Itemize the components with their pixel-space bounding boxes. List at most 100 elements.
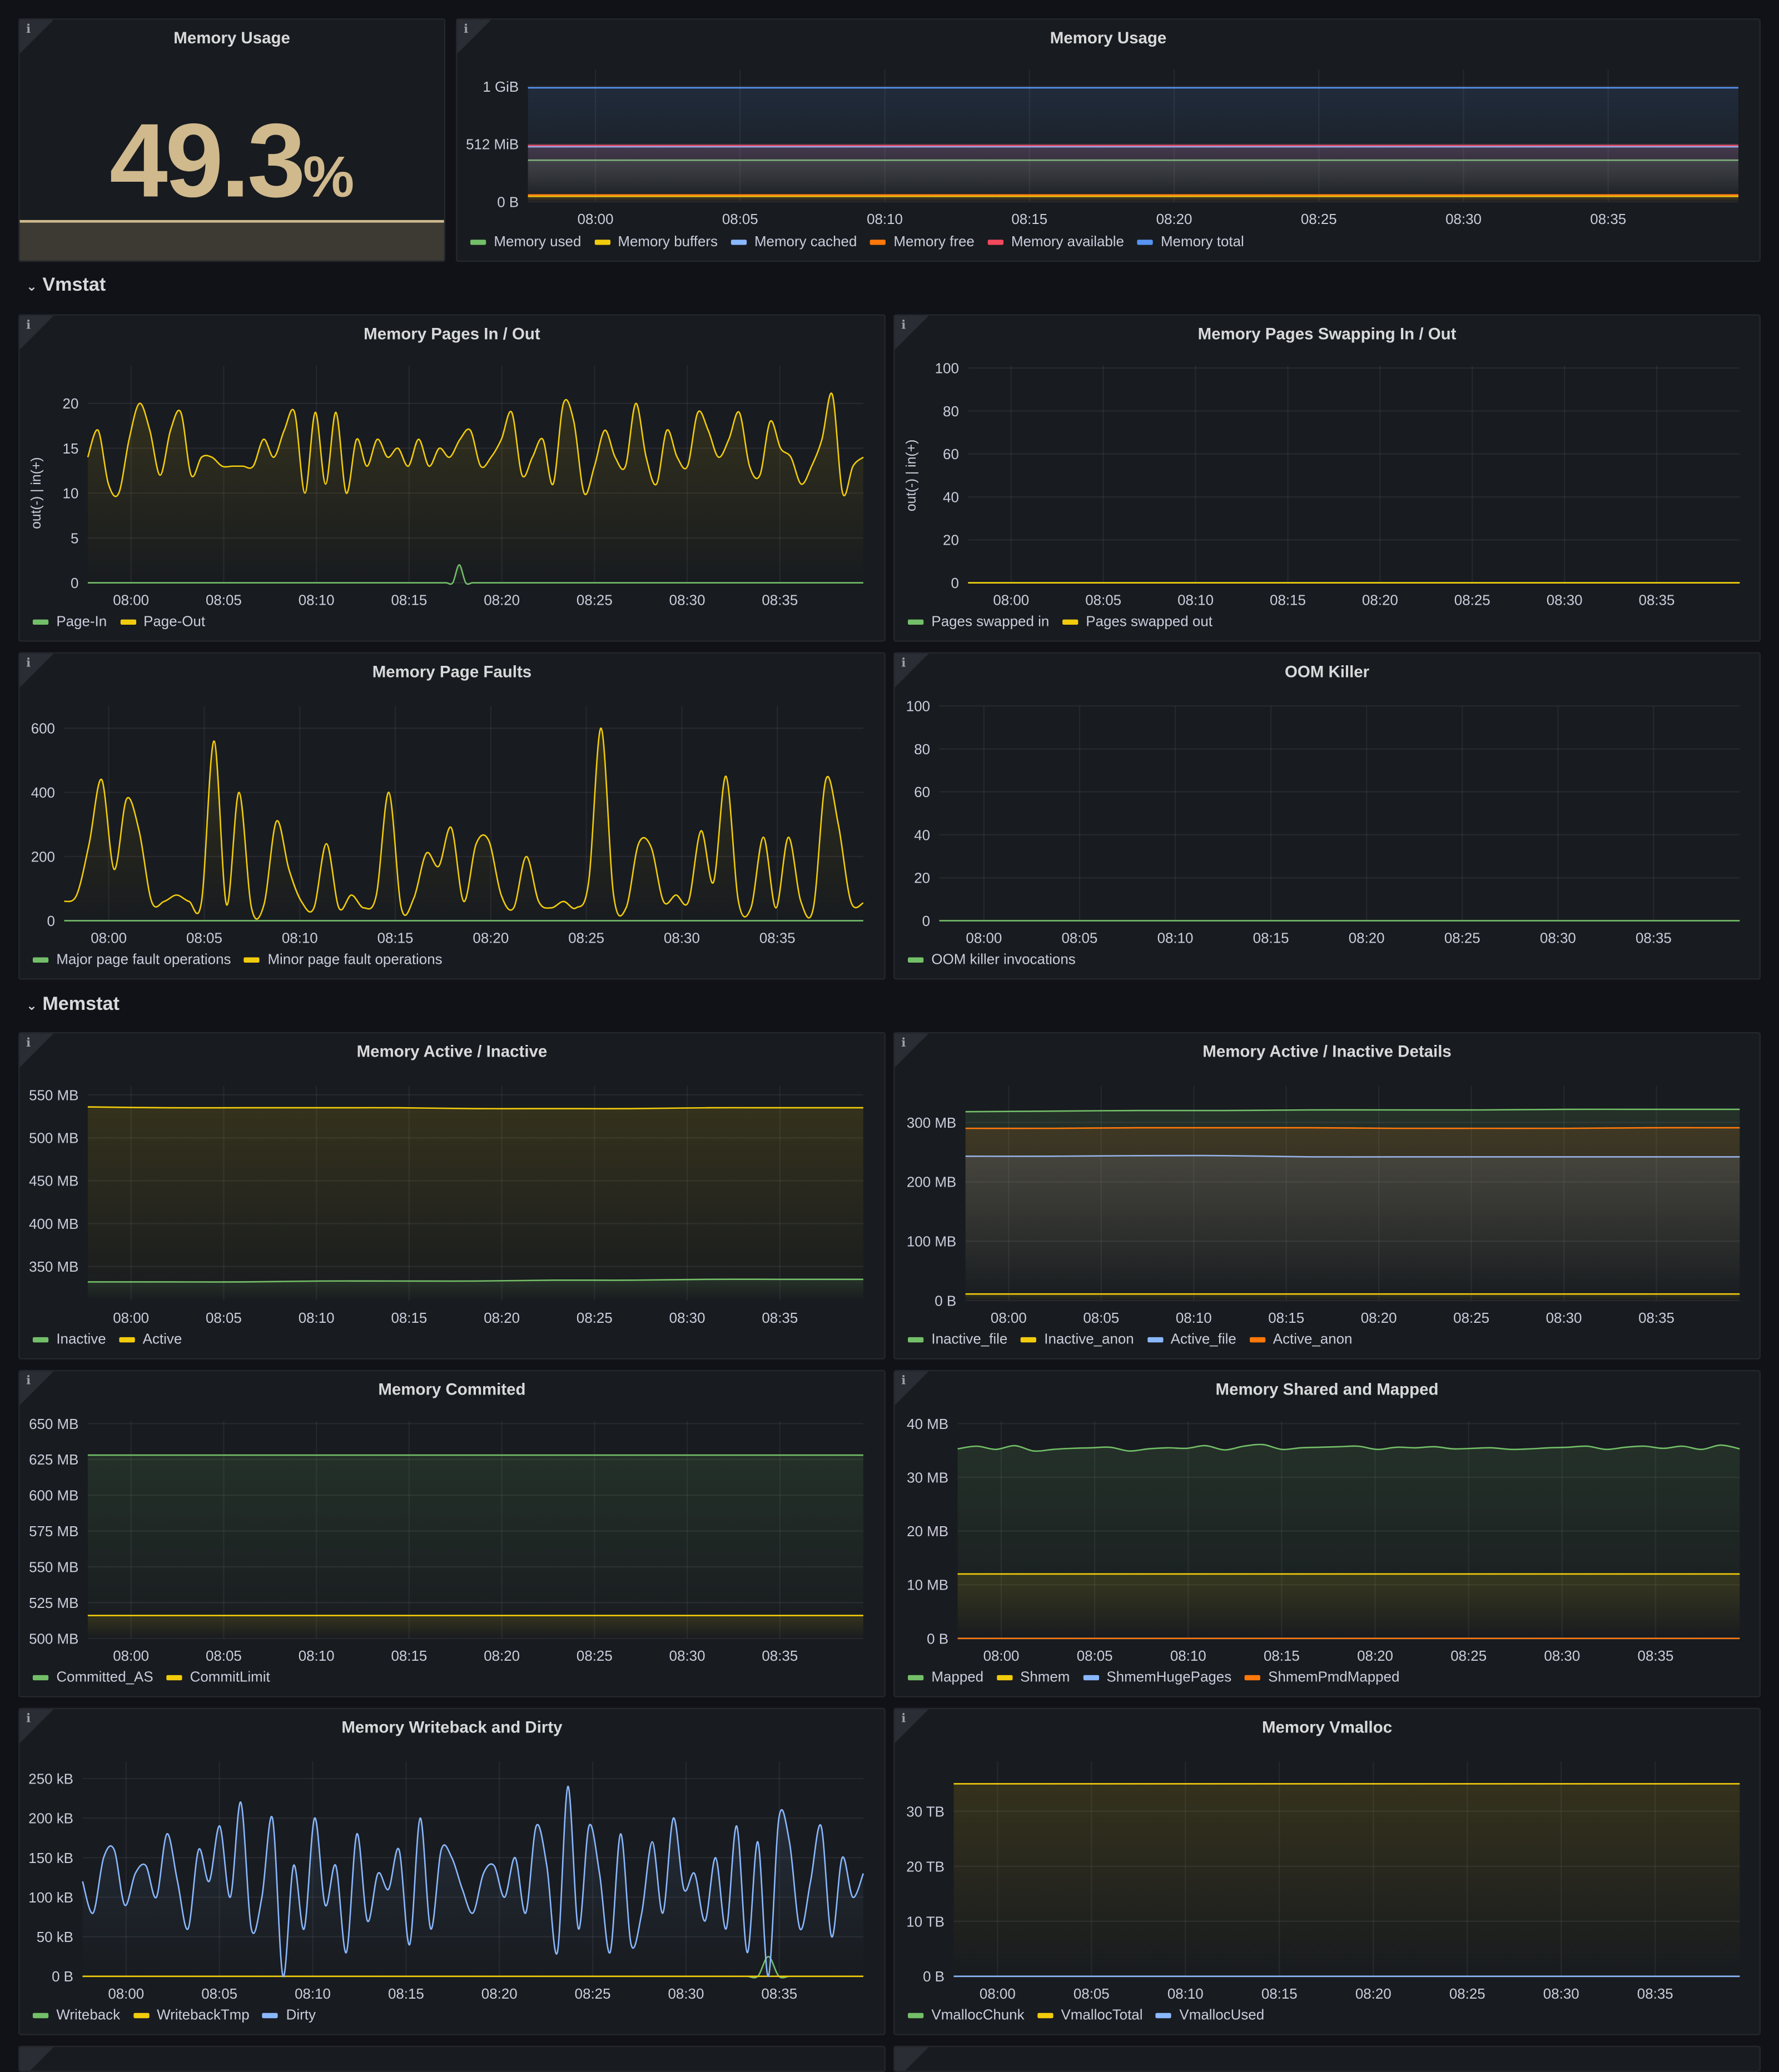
x-tick-label: 08:15: [1011, 212, 1047, 227]
info-icon[interactable]: i: [901, 657, 906, 671]
y-tick-label: 100 MB: [907, 1234, 956, 1250]
series-area: [87, 1455, 863, 1638]
x-tick-label: 08:35: [1590, 212, 1626, 227]
legend-item[interactable]: Dirty: [262, 2008, 316, 2024]
legend-item[interactable]: Memory total: [1137, 235, 1244, 250]
memory-writeback-dirty-panel[interactable]: i Memory Writeback and Dirty 0 B 50 kB 100 k…: [18, 1707, 886, 2035]
legend-item[interactable]: Memory buffers: [594, 235, 718, 250]
legend-item[interactable]: Memory available: [987, 235, 1124, 250]
legend-label: Memory cached: [754, 234, 857, 251]
legend-item[interactable]: Page-Out: [120, 614, 205, 630]
legend-label: Memory used: [494, 234, 582, 251]
legend-item[interactable]: Inactive_file: [907, 1332, 1007, 1348]
legend-item[interactable]: Minor page fault operations: [244, 952, 443, 968]
panel-info-corner: [19, 1371, 54, 1406]
memory-active-inactive-details-panel[interactable]: i Memory Active / Inactive Details 0 B 100 …: [893, 1032, 1761, 1359]
y-tick-label: 0 B: [935, 1293, 956, 1309]
legend-item[interactable]: Committed_AS: [32, 1670, 153, 1686]
section-title: Vmstat: [42, 275, 106, 296]
panel-title: Memory Shared and Mapped: [1215, 1380, 1439, 1399]
y-tick-label: 20 TB: [906, 1859, 945, 1875]
x-tick-label: 08:15: [391, 1311, 427, 1326]
legend-item[interactable]: Active_anon: [1249, 1332, 1352, 1348]
y-tick-label: 0 B: [927, 1631, 948, 1647]
legend-label: Active: [142, 1332, 182, 1348]
chart-svg: 500 MB 525 MB 550 MB 575 MB 600 MB 625 MB 650 …: [29, 1417, 863, 1664]
x-tick-label: 08:25: [1454, 593, 1490, 609]
y-tick-label: 20: [63, 396, 79, 412]
memory-usage-graph-panel[interactable]: i Memory Usage 0 B 512 MiB 1 GiB 08:00 08:05 08…: [456, 18, 1761, 262]
chart-svg: 0 200 400 600 08:00 08:05 08:10 08:15 08:20 08:25…: [31, 706, 864, 947]
y-tick-label: 500 MB: [29, 1131, 78, 1147]
y-tick-label: 600 MB: [29, 1488, 78, 1504]
panel-title: Memory Vmalloc: [1261, 1718, 1393, 1737]
oom-killer-panel[interactable]: i OOM Killer 0 20 40 60 80 100 08:00 08:05 08:10 08…: [893, 652, 1761, 980]
memory-shared-mapped-panel[interactable]: i Memory Shared and Mapped 0 B 10 MB 20 MB 30…: [893, 1369, 1761, 1697]
info-icon[interactable]: i: [26, 657, 31, 671]
section-memstat[interactable]: ⌄ Memstat: [26, 994, 120, 1015]
memory-active-inactive-panel[interactable]: i Memory Active / Inactive 350 MB 400 MB 450…: [18, 1032, 886, 1359]
info-icon[interactable]: i: [464, 23, 469, 37]
y-tick-label: 650 MB: [29, 1417, 78, 1432]
legend-color-swatch: [731, 240, 747, 245]
section-vmstat[interactable]: ⌄ Vmstat: [26, 275, 106, 296]
legend-item[interactable]: VmallocTotal: [1037, 2008, 1142, 2024]
legend-color-swatch: [907, 619, 924, 625]
legend-label: ShmemPmdMapped: [1268, 1670, 1400, 1686]
legend-item[interactable]: Inactive: [32, 1332, 106, 1348]
x-tick-label: 08:05: [1077, 1648, 1113, 1664]
y-tick-label: 80: [914, 742, 930, 758]
memory-pages-in-out-panel[interactable]: i Memory Pages In / Out 0 5 10 15 20 08:00 08:05…: [18, 314, 886, 642]
legend-item[interactable]: WritebackTmp: [133, 2008, 250, 2024]
legend-item[interactable]: Mapped: [907, 1670, 984, 1686]
legend-item[interactable]: VmallocChunk: [907, 2008, 1025, 2024]
x-tick-label: 08:10: [1177, 593, 1214, 609]
legend-item[interactable]: VmallocUsed: [1156, 2008, 1264, 2024]
legend-label: ShmemHugePages: [1106, 1670, 1232, 1686]
legend-item[interactable]: Active_file: [1147, 1332, 1236, 1348]
info-icon[interactable]: i: [901, 1375, 906, 1388]
legend-color-swatch: [907, 2013, 924, 2019]
info-icon[interactable]: i: [26, 23, 31, 37]
info-icon[interactable]: i: [901, 1037, 906, 1050]
legend-item[interactable]: Active: [119, 1332, 182, 1348]
legend-item[interactable]: Memory used: [470, 235, 581, 250]
legend-item[interactable]: ShmemPmdMapped: [1244, 1670, 1400, 1686]
info-icon[interactable]: i: [26, 319, 31, 333]
info-icon[interactable]: i: [26, 1037, 31, 1050]
memory-committed-panel[interactable]: i Memory Commited 500 MB 525 MB 550 MB 575 MB…: [18, 1369, 886, 1697]
memory-pages-swapping-panel[interactable]: i Memory Pages Swapping In / Out 0 20 40 60 80…: [893, 314, 1761, 642]
chart-svg: 0 B 512 MiB 1 GiB 08:00 08:05 08:10 08:15 08:20…: [466, 69, 1738, 227]
legend-item[interactable]: Inactive_anon: [1020, 1332, 1134, 1348]
legend-label: Mapped: [931, 1670, 984, 1686]
legend-item[interactable]: CommitLimit: [166, 1670, 270, 1686]
legend-item[interactable]: Major page fault operations: [32, 952, 231, 968]
panel-title: Memory Usage: [1050, 28, 1167, 47]
legend-item[interactable]: Pages swapped in: [907, 614, 1049, 630]
y-tick-label: 40: [943, 490, 959, 505]
y-tick-label: 400 MB: [29, 1217, 78, 1232]
memory-vmalloc-panel[interactable]: i Memory Vmalloc 0 B 10 TB 20 TB 30 TB 08:00 08…: [893, 1707, 1761, 2035]
info-icon[interactable]: i: [26, 1375, 31, 1388]
y-tick-label: 500 MB: [29, 1631, 78, 1647]
info-icon[interactable]: i: [26, 1713, 31, 1726]
x-tick-label: 08:05: [1083, 1311, 1119, 1326]
legend-item[interactable]: Writeback: [32, 2008, 120, 2024]
y-tick-label: 0: [47, 914, 55, 929]
legend-item[interactable]: ShmemHugePages: [1082, 1670, 1232, 1686]
x-tick-label: 08:10: [867, 212, 903, 227]
series-area: [87, 1615, 863, 1638]
legend-item[interactable]: Page-In: [32, 614, 107, 630]
info-icon[interactable]: i: [901, 319, 906, 333]
x-tick-label: 08:10: [1157, 931, 1194, 947]
legend-item[interactable]: Pages swapped out: [1062, 614, 1212, 630]
legend-item[interactable]: Memory cached: [731, 235, 857, 250]
memory-usage-stat-panel[interactable]: i Memory Usage 49.3%: [18, 18, 446, 262]
memory-page-faults-panel[interactable]: i Memory Page Faults 0 200 400 600 08:00 08:05 0…: [18, 652, 886, 980]
legend-item[interactable]: OOM killer invocations: [907, 952, 1076, 968]
legend-item[interactable]: Memory free: [869, 235, 975, 250]
info-icon[interactable]: i: [901, 1713, 906, 1726]
series-line: [87, 392, 864, 497]
legend-item[interactable]: Shmem: [996, 1670, 1070, 1686]
x-tick-label: 08:20: [1156, 212, 1192, 227]
